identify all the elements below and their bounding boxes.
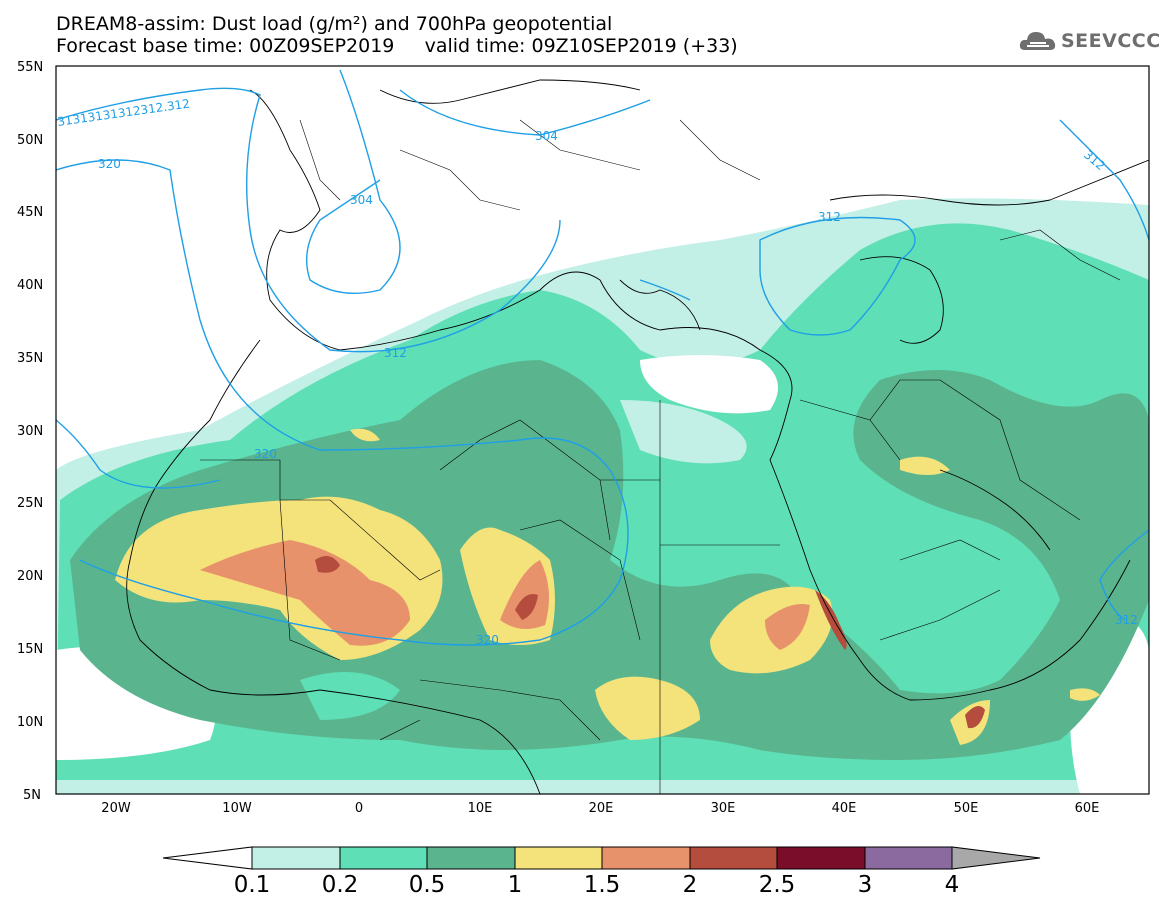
map-frame (55, 65, 1150, 795)
lon-label: 40E (832, 801, 857, 816)
map-title: DREAM8-assim: Dust load (g/m²) and 700hP… (56, 13, 613, 35)
lat-label: 55N (17, 60, 43, 75)
map-subtitle: Forecast base time: 00Z09SEP2019 valid t… (56, 35, 738, 57)
contour-label: 312 (1115, 613, 1138, 627)
colorbar-segment (864, 846, 953, 870)
dust-layer-1.5 (200, 540, 810, 650)
lon-label: 60E (1075, 801, 1100, 816)
country-borders (200, 119, 1121, 794)
lon-label: 20E (589, 801, 614, 816)
colorbar-label: 0.1 (233, 872, 271, 898)
contour-label: 320 (254, 447, 277, 461)
lon-label: 10E (468, 801, 493, 816)
lon-label: 50E (954, 801, 979, 816)
seevccc-logo: SEEVCCC (1017, 26, 1160, 58)
colorbar-label: 4 (944, 872, 960, 898)
colorbar-label: 1.5 (583, 872, 621, 898)
contour-label: 312 (818, 210, 841, 224)
geopotential-contours (56, 69, 1149, 646)
colorbar-label: 0.5 (408, 872, 446, 898)
colorbar-label: 1 (507, 872, 523, 898)
lat-label: 5N (23, 788, 41, 803)
lon-label: 0 (355, 801, 363, 816)
latitude-labels: 55N 50N 45N 40N 35N 30N 25N 20N 15N 10N … (17, 60, 43, 803)
colorbar-high-triangle (951, 846, 1041, 870)
longitude-labels: 20W 10W 0 10E 20E 30E 40E 50E 60E (101, 801, 1099, 816)
lat-label: 30N (17, 424, 43, 439)
logo-text: SEEVCCC (1061, 30, 1161, 52)
colorbar-label: 0.2 (321, 872, 359, 898)
colorbar-segment (514, 846, 603, 870)
coastlines (126, 79, 1149, 794)
lat-label: 40N (17, 278, 43, 293)
lon-label: 10W (222, 801, 252, 816)
colorbar-segment (426, 846, 516, 870)
contour-label: 312 (384, 346, 407, 360)
lat-label: 15N (17, 642, 43, 657)
colorbar-segment (339, 846, 428, 870)
lat-label: 45N (17, 205, 43, 220)
dust-layer-2 (315, 556, 985, 729)
lon-label: 30E (711, 801, 736, 816)
colorbar-segment (689, 846, 778, 870)
colorbar-low-triangle (162, 846, 253, 870)
lon-label: 20W (101, 801, 131, 816)
colorbar-label: 2 (682, 872, 698, 898)
colorbar-segment (601, 846, 691, 870)
contour-label: 304 (535, 129, 558, 143)
contour-label: 320 (98, 157, 121, 171)
colorbar (162, 846, 1041, 870)
colorbar-label: 3 (857, 872, 873, 898)
colorbar-segment (776, 846, 866, 870)
cloud-logo-icon (1019, 32, 1056, 50)
lat-label: 50N (17, 133, 43, 148)
lat-label: 20N (17, 569, 43, 584)
contour-label: 304 (350, 193, 373, 207)
lat-label: 10N (17, 715, 43, 730)
colorbar-segment (251, 846, 341, 870)
lat-label: 35N (17, 351, 43, 366)
lat-label: 25N (17, 496, 43, 511)
contour-label: 320 (476, 633, 499, 647)
colorbar-label: 2.5 (758, 872, 796, 898)
